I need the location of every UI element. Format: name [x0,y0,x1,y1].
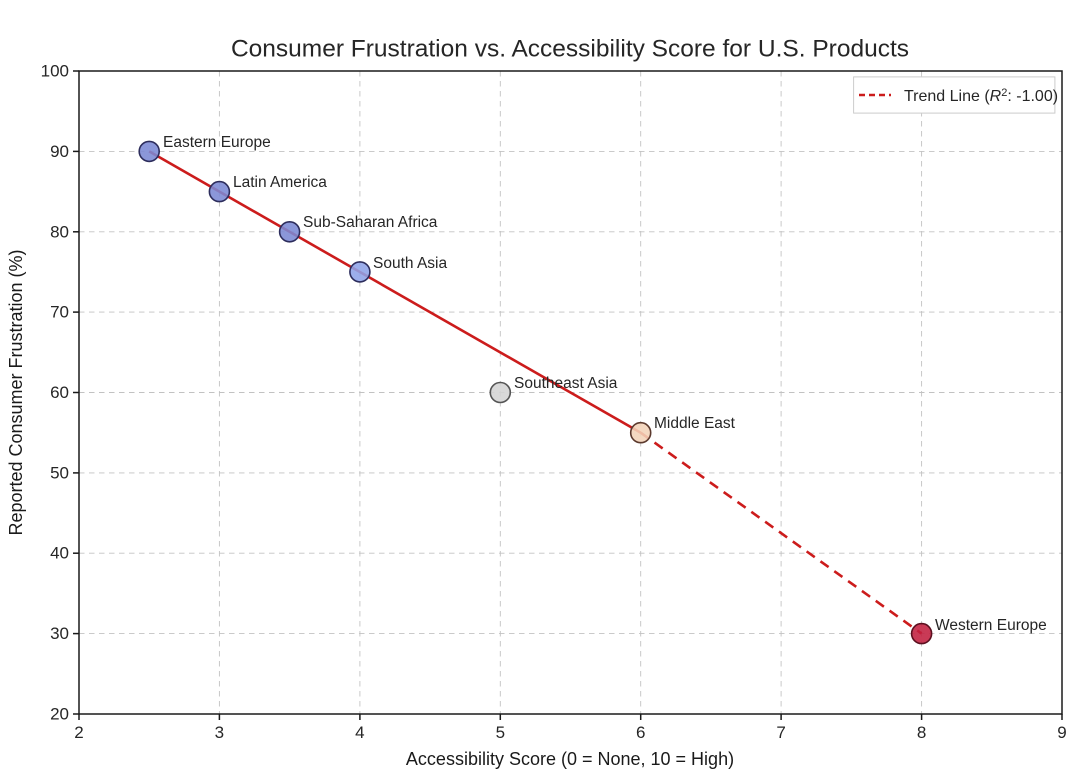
svg-text:50: 50 [50,463,69,482]
svg-text:30: 30 [50,624,69,643]
svg-text:6: 6 [636,723,645,742]
svg-text:Southeast Asia: Southeast Asia [514,375,618,392]
svg-text:20: 20 [50,705,69,724]
svg-text:90: 90 [50,142,69,161]
svg-text:Eastern Europe: Eastern Europe [163,134,271,151]
svg-text:Latin America: Latin America [233,174,327,191]
svg-text:Sub-Saharan Africa: Sub-Saharan Africa [303,214,438,231]
svg-text:Trend Line (R2: -1.00): Trend Line (R2: -1.00) [904,87,1058,105]
svg-text:4: 4 [355,723,364,742]
svg-text:3: 3 [215,723,224,742]
svg-text:Western Europe: Western Europe [935,617,1047,634]
svg-text:Middle East: Middle East [654,415,736,432]
svg-text:South Asia: South Asia [373,255,447,272]
svg-text:5: 5 [496,723,505,742]
svg-text:2: 2 [74,723,83,742]
svg-text:70: 70 [50,303,69,322]
svg-text:7: 7 [776,723,785,742]
svg-text:40: 40 [50,544,69,563]
svg-text:Accessibility Score (0 = None,: Accessibility Score (0 = None, 10 = High… [406,749,734,769]
svg-text:60: 60 [50,383,69,402]
svg-text:100: 100 [41,62,69,81]
svg-text:9: 9 [1057,723,1066,742]
svg-text:Reported Consumer Frustration: Reported Consumer Frustration (%) [6,249,26,535]
svg-text:80: 80 [50,222,69,241]
svg-text:Consumer Frustration vs. Acces: Consumer Frustration vs. Accessibility S… [231,36,909,63]
svg-text:8: 8 [917,723,926,742]
